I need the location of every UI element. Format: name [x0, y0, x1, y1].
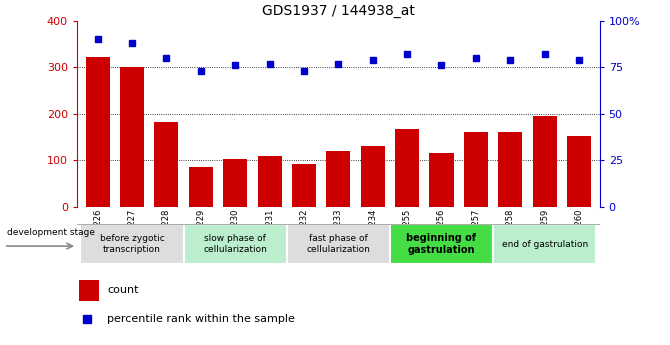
Bar	[326, 151, 350, 207]
Bar	[120, 67, 144, 207]
Bar	[79, 280, 99, 301]
Bar	[80, 224, 184, 264]
Text: percentile rank within the sample: percentile rank within the sample	[107, 314, 295, 324]
Bar	[189, 167, 213, 207]
Bar	[464, 131, 488, 207]
Bar	[184, 224, 287, 264]
Bar	[292, 164, 316, 207]
Bar	[493, 224, 596, 264]
Bar	[154, 122, 178, 207]
Text: beginning of
gastrulation: beginning of gastrulation	[407, 233, 476, 255]
Bar	[287, 224, 390, 264]
Bar	[429, 154, 454, 207]
Bar	[223, 159, 247, 207]
Bar	[390, 224, 493, 264]
Text: slow phase of
cellularization: slow phase of cellularization	[203, 234, 267, 254]
Bar	[360, 146, 385, 207]
Bar	[395, 129, 419, 207]
Text: fast phase of
cellularization: fast phase of cellularization	[306, 234, 371, 254]
Bar	[498, 131, 523, 207]
Title: GDS1937 / 144938_at: GDS1937 / 144938_at	[262, 4, 415, 18]
Text: development stage: development stage	[7, 227, 94, 237]
Bar	[533, 116, 557, 207]
Text: count: count	[107, 285, 139, 295]
Text: before zygotic
transcription: before zygotic transcription	[100, 234, 164, 254]
Bar	[257, 156, 281, 207]
Bar	[86, 57, 110, 207]
Text: end of gastrulation: end of gastrulation	[502, 239, 588, 249]
Bar	[567, 136, 591, 207]
